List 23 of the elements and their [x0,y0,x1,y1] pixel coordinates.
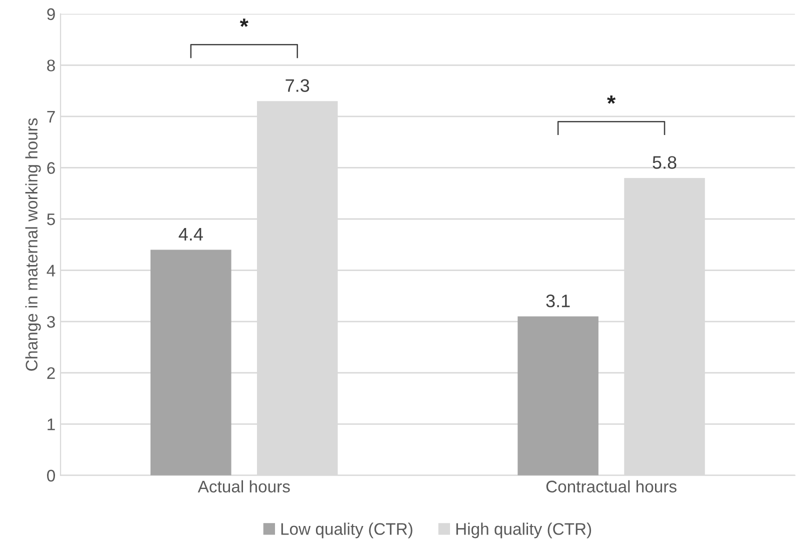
bar [150,250,232,476]
legend-label: High quality (CTR) [456,522,592,538]
bar [518,316,598,476]
y-tick-label: 2 [47,367,55,379]
x-tick-label: Contractual hours [546,480,676,492]
y-tick-label: 7 [47,111,55,122]
legend-label: Low quality (CTR) [281,522,412,538]
data-label: 7.3 [286,79,310,92]
y-tick-label: 3 [47,316,55,328]
data-label: 4.4 [178,228,203,240]
data-label: 5.8 [652,156,676,169]
y-tick-label: 0 [47,470,56,482]
annotation: * [240,18,248,27]
x-tick-label: Actual hours [198,480,290,492]
y-tick-label: 9 [47,8,55,20]
y-tick-label: 1 [48,418,55,430]
y-axis-title: Change in maternal working hours [25,118,41,371]
data-label: 3.1 [546,294,570,308]
y-tick-label: 5 [47,214,55,226]
y-tick-label: 6 [47,162,55,174]
annotation: * [607,96,616,104]
y-tick-label: 8 [47,60,55,72]
y-tick-label: 4 [46,264,56,276]
